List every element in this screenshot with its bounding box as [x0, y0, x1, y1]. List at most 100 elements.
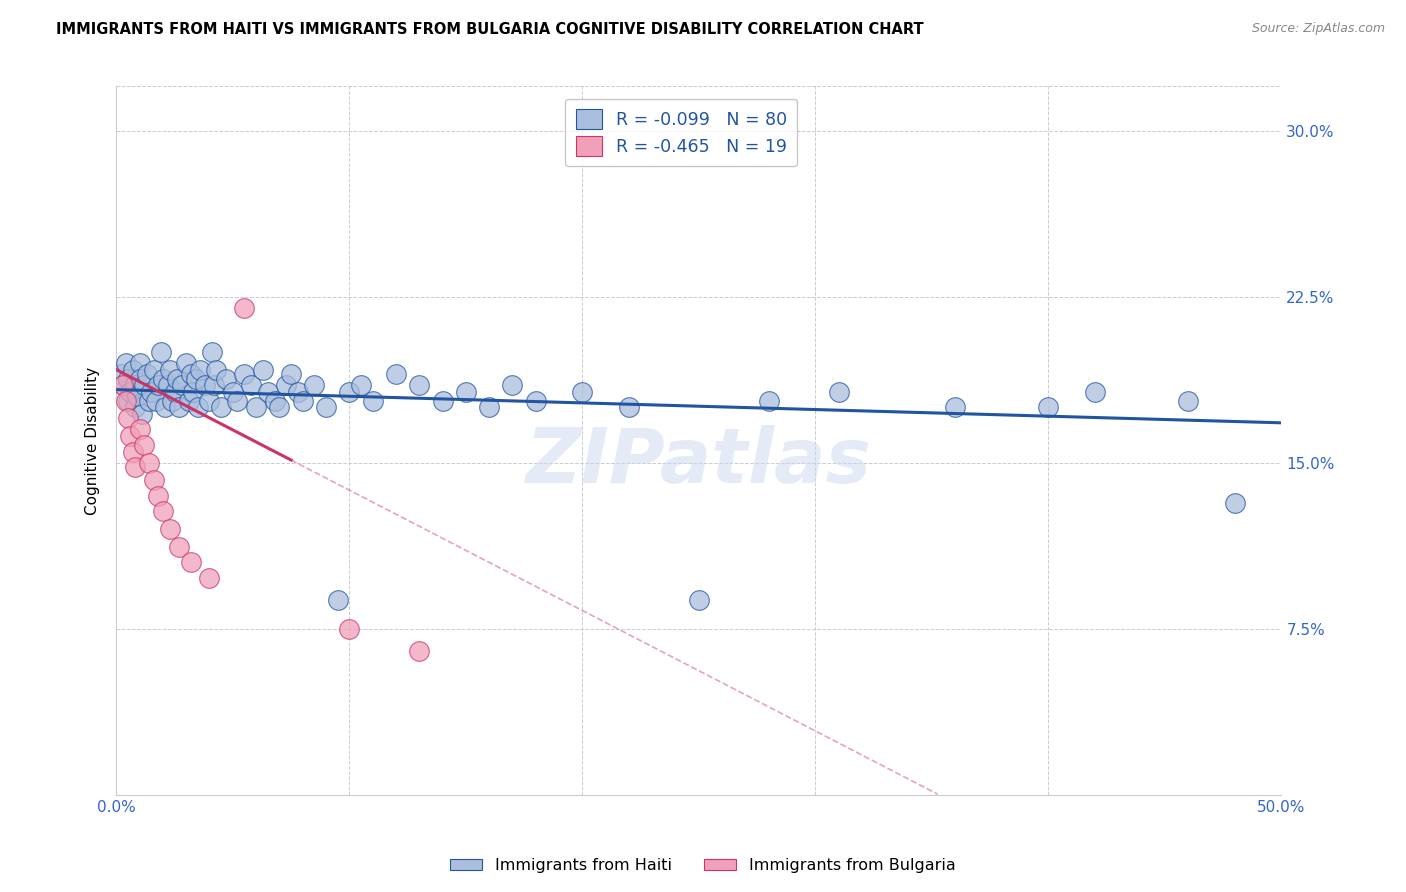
Point — [170, 378, 193, 392]
Point — [188, 362, 211, 376]
Text: Source: ZipAtlas.com: Source: ZipAtlas.com — [1251, 22, 1385, 36]
Point — [167, 540, 190, 554]
Point — [142, 474, 165, 488]
Y-axis label: Cognitive Disability: Cognitive Disability — [86, 367, 100, 515]
Legend: R = -0.099   N = 80, R = -0.465   N = 19: R = -0.099 N = 80, R = -0.465 N = 19 — [565, 99, 797, 167]
Point — [159, 522, 181, 536]
Point — [134, 438, 156, 452]
Point — [159, 362, 181, 376]
Point — [943, 401, 966, 415]
Point — [120, 429, 142, 443]
Point — [138, 393, 160, 408]
Point — [326, 593, 349, 607]
Point — [138, 456, 160, 470]
Point — [1038, 401, 1060, 415]
Point — [287, 384, 309, 399]
Point — [198, 393, 221, 408]
Point — [337, 384, 360, 399]
Text: IMMIGRANTS FROM HAITI VS IMMIGRANTS FROM BULGARIA COGNITIVE DISABILITY CORRELATI: IMMIGRANTS FROM HAITI VS IMMIGRANTS FROM… — [56, 22, 924, 37]
Point — [180, 555, 202, 569]
Point — [117, 411, 139, 425]
Point — [408, 644, 430, 658]
Point — [152, 504, 174, 518]
Point — [187, 401, 209, 415]
Point — [114, 356, 136, 370]
Point — [194, 378, 217, 392]
Point — [1177, 393, 1199, 408]
Point — [276, 378, 298, 392]
Text: ZIPatlas: ZIPatlas — [526, 425, 872, 499]
Point — [117, 393, 139, 408]
Point — [141, 384, 163, 399]
Point — [131, 407, 153, 421]
Point — [198, 571, 221, 585]
Point — [160, 393, 183, 408]
Point — [127, 389, 149, 403]
Point — [110, 367, 132, 381]
Point — [201, 345, 224, 359]
Point — [205, 362, 228, 376]
Point — [163, 384, 186, 399]
Point — [134, 378, 156, 392]
Point — [124, 378, 146, 392]
Point — [156, 378, 179, 392]
Point — [121, 444, 143, 458]
Point — [155, 401, 177, 415]
Point — [337, 622, 360, 636]
Point — [256, 384, 278, 399]
Point — [315, 401, 337, 415]
Point — [350, 378, 373, 392]
Point — [174, 356, 197, 370]
Point — [128, 356, 150, 370]
Point — [478, 401, 501, 415]
Point — [252, 362, 274, 376]
Point — [571, 384, 593, 399]
Point — [215, 371, 238, 385]
Point — [827, 384, 849, 399]
Point — [121, 362, 143, 376]
Point — [112, 378, 135, 392]
Point — [501, 378, 523, 392]
Point — [202, 378, 225, 392]
Point — [245, 401, 267, 415]
Point — [177, 393, 200, 408]
Point — [385, 367, 408, 381]
Point — [408, 378, 430, 392]
Point — [181, 384, 204, 399]
Point — [112, 378, 135, 392]
Point — [167, 401, 190, 415]
Point — [361, 393, 384, 408]
Point — [135, 367, 157, 381]
Point — [222, 384, 245, 399]
Point — [124, 460, 146, 475]
Point — [209, 401, 232, 415]
Point — [263, 393, 285, 408]
Point — [1223, 495, 1246, 509]
Point — [145, 393, 167, 408]
Point — [166, 371, 188, 385]
Point — [280, 367, 302, 381]
Point — [226, 393, 249, 408]
Point — [148, 378, 170, 392]
Point — [240, 378, 263, 392]
Point — [233, 301, 256, 315]
Point — [758, 393, 780, 408]
Point — [124, 401, 146, 415]
Legend: Immigrants from Haiti, Immigrants from Bulgaria: Immigrants from Haiti, Immigrants from B… — [444, 852, 962, 880]
Point — [617, 401, 640, 415]
Point — [304, 378, 326, 392]
Point — [149, 345, 172, 359]
Point — [142, 362, 165, 376]
Point — [524, 393, 547, 408]
Point — [148, 489, 170, 503]
Point — [184, 371, 207, 385]
Point — [128, 422, 150, 436]
Point — [688, 593, 710, 607]
Point — [152, 371, 174, 385]
Point — [233, 367, 256, 381]
Point — [120, 384, 142, 399]
Point — [1084, 384, 1107, 399]
Point — [269, 401, 291, 415]
Point — [454, 384, 477, 399]
Point — [432, 393, 454, 408]
